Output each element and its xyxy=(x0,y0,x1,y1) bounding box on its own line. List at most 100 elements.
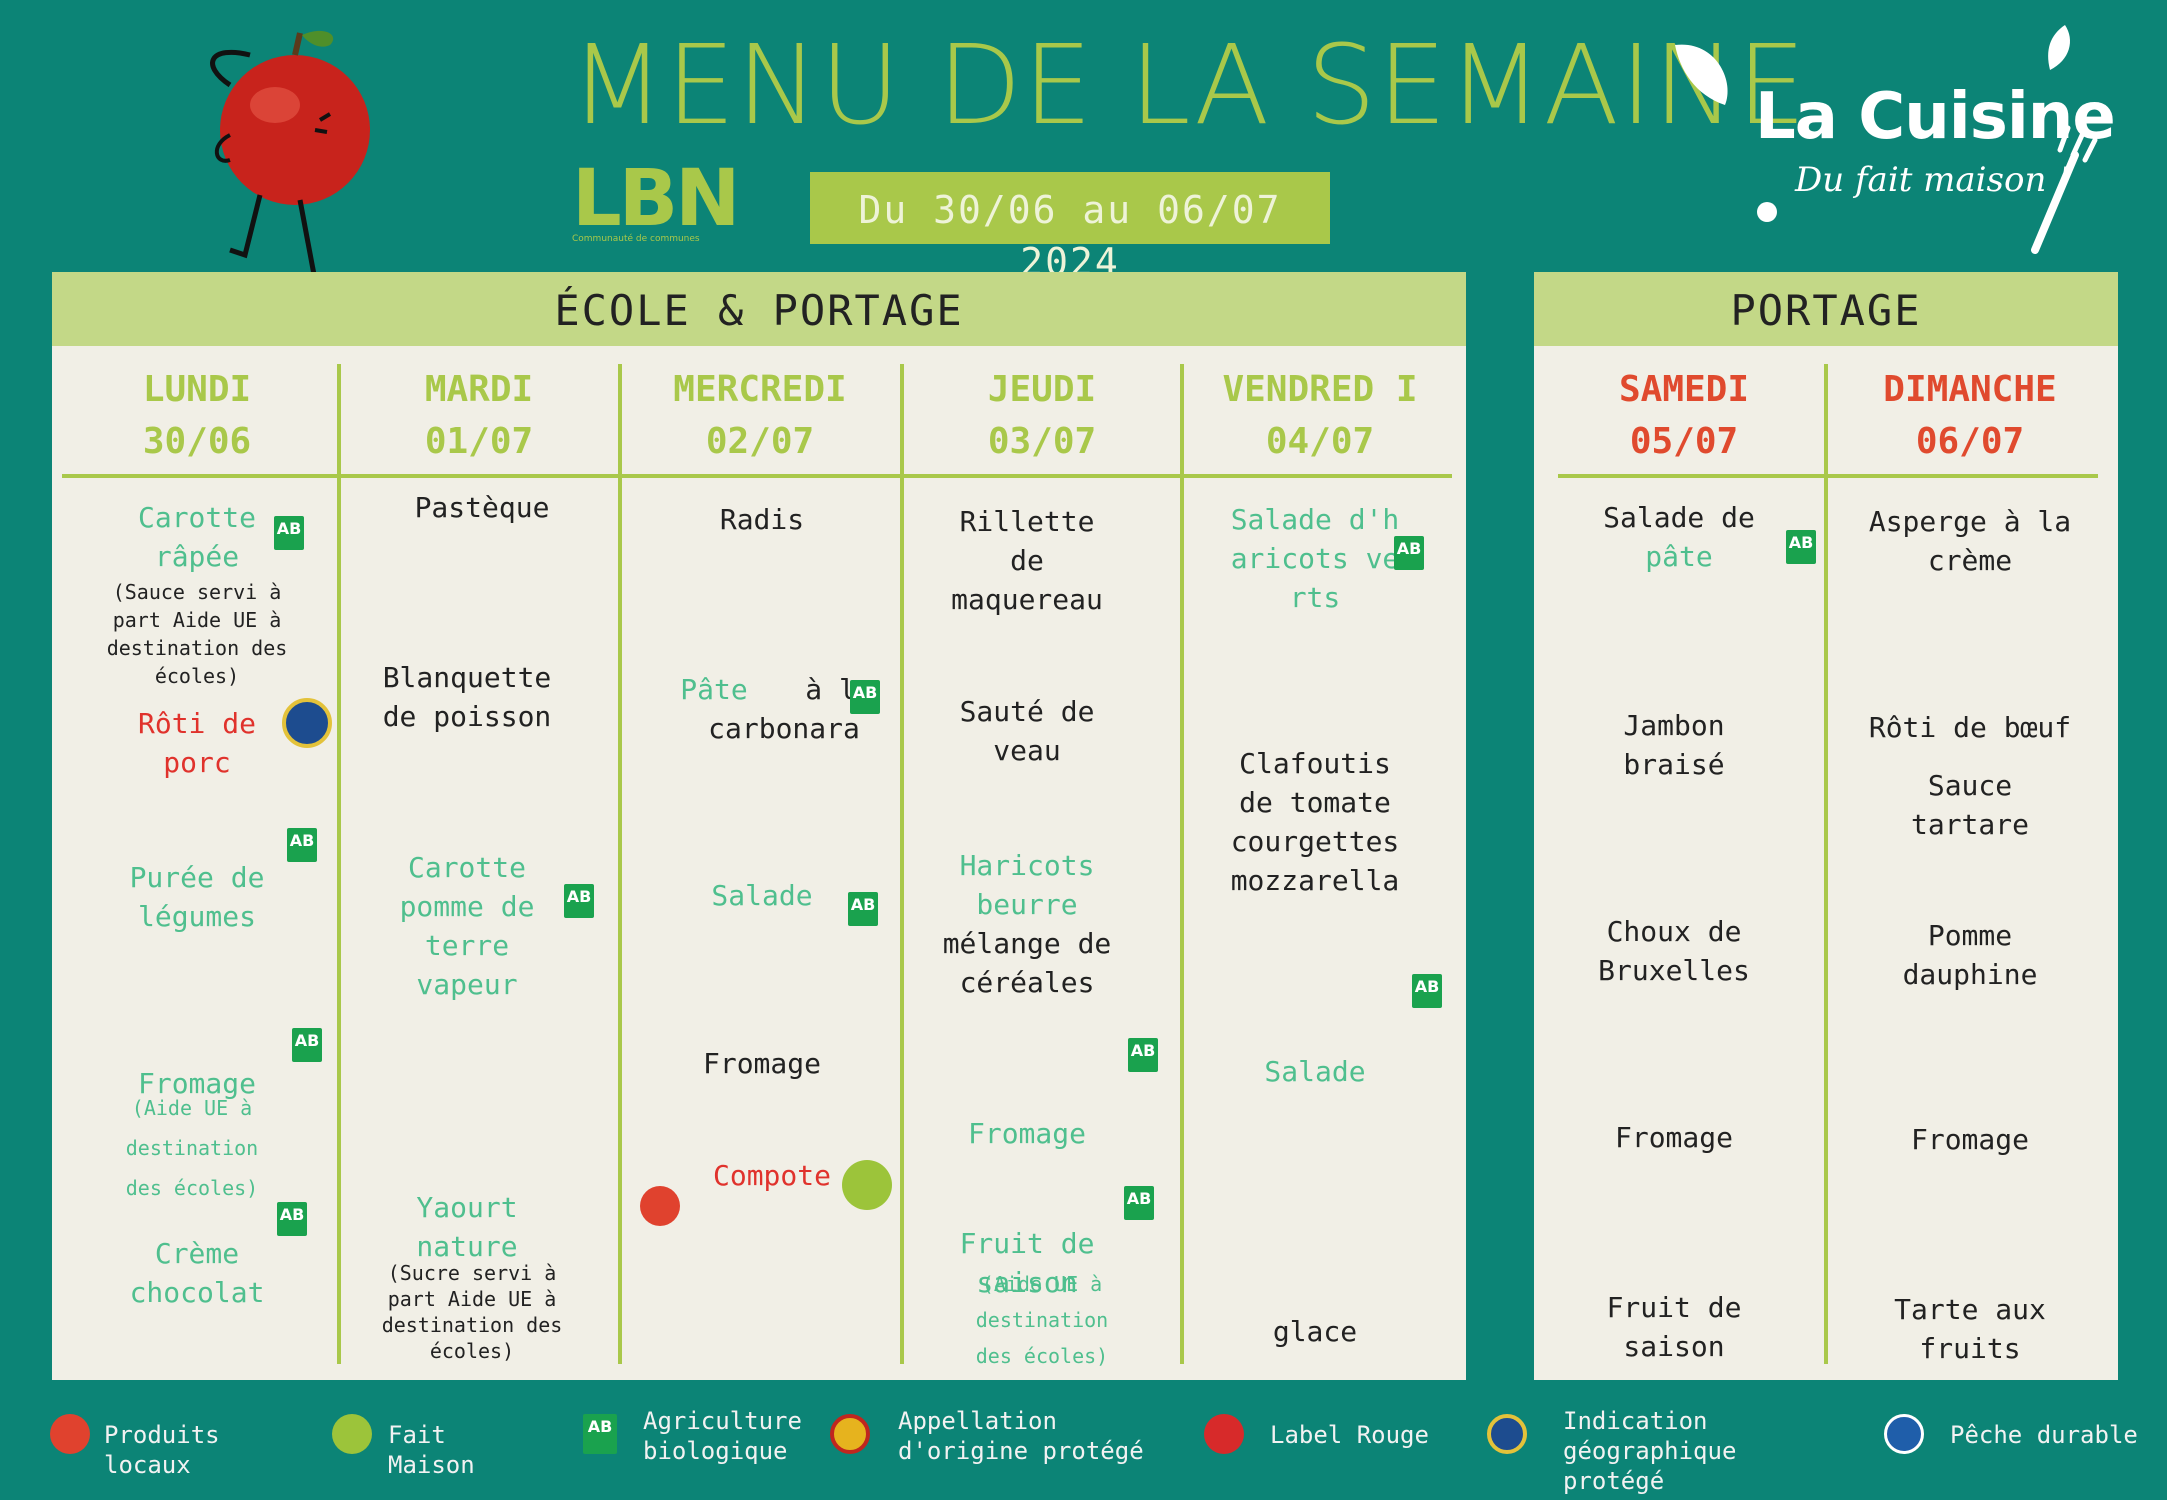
fish-seal-icon xyxy=(1884,1414,1924,1454)
legend-label: Produits locaux xyxy=(104,1421,220,1479)
header-divider xyxy=(62,474,1452,478)
ab-organic-icon: AB xyxy=(1128,1038,1158,1072)
fait-maison-icon xyxy=(842,1160,892,1210)
day-date: 06/07 xyxy=(1915,421,2025,462)
menu-item: Fromage xyxy=(1910,1123,2029,1156)
apple-mascot xyxy=(190,25,390,285)
menu-item: mélange de céréales xyxy=(942,927,1112,999)
ab-organic-icon: AB xyxy=(848,892,878,926)
menu-item: Salade de xyxy=(1603,501,1755,534)
ab-organic-icon: AB xyxy=(274,516,304,550)
la-cuisine-logo: La Cuisine Du fait maison ! xyxy=(1675,20,2125,260)
menu-item: glace xyxy=(1272,1315,1358,1348)
day-name: JEUDI xyxy=(987,369,1097,410)
day-header-jeudi: JEUDI 03/07 xyxy=(907,364,1177,468)
legend-label: Label Rouge xyxy=(1270,1421,1429,1449)
menu-item: Carotte pomme de terre vapeur xyxy=(399,851,535,1001)
menu-item: Fromage xyxy=(1614,1121,1733,1154)
menu-item: Carotte râpée xyxy=(137,501,256,573)
ab-organic-icon: AB xyxy=(277,1202,307,1236)
ab-organic-icon: AB xyxy=(1394,536,1424,570)
ab-organic-icon: AB xyxy=(850,680,880,714)
menu-item: Compote xyxy=(712,1159,831,1192)
label-rouge-icon xyxy=(1204,1414,1244,1454)
column-divider xyxy=(618,364,622,1364)
portage-panel: PORTAGE SAMEDI 05/07 DIMANCHE 06/07 Sala… xyxy=(1534,272,2118,1380)
legend-label: Agriculture biologique xyxy=(643,1407,802,1465)
portage-band-title: PORTAGE xyxy=(1730,286,1922,335)
ab-organic-icon: AB xyxy=(1786,530,1816,564)
day-date: 03/07 xyxy=(987,421,1097,462)
aop-seal-icon xyxy=(830,1414,870,1454)
legend-label: Indication géographique protégé xyxy=(1563,1407,1737,1495)
ab-organic-icon: AB xyxy=(564,884,594,918)
lbn-logo-text: LBN xyxy=(572,154,740,244)
day-date: 30/06 xyxy=(142,421,252,462)
ab-organic-icon: AB xyxy=(287,828,317,862)
day-name: MERCREDI xyxy=(673,369,847,410)
day-name: SAMEDI xyxy=(1618,369,1750,410)
la-cuisine-title: La Cuisine xyxy=(1755,80,2116,154)
date-range-box: Du 30/06 au 06/07 2024 xyxy=(810,172,1330,284)
menu-item: pâte xyxy=(1645,540,1713,573)
ab-organic-icon: AB xyxy=(292,1028,322,1062)
menu-item: Fromage xyxy=(967,1117,1086,1150)
day-header-mercredi: MERCREDI 02/07 xyxy=(625,364,895,468)
menu-item: Rillette de maquereau xyxy=(951,505,1103,616)
menu-item: Salade xyxy=(711,879,813,912)
school-panel: ÉCOLE & PORTAGE LUNDI 30/06 MARDI 01/07 … xyxy=(52,272,1466,1380)
menu-item: Blanquette de poisson xyxy=(382,661,552,733)
la-cuisine-subtitle: Du fait maison ! xyxy=(1795,160,2071,200)
page-title: MENU DE LA SEMAINE xyxy=(570,21,1808,149)
ab-organic-icon: AB xyxy=(1124,1186,1154,1220)
menu-item: Jambon braisé xyxy=(1623,709,1725,781)
leaf-icon xyxy=(332,1414,372,1454)
column-divider xyxy=(1824,364,1828,1364)
menu-item: Yaourt nature xyxy=(416,1191,518,1263)
menu-item: Crème chocolat xyxy=(129,1237,265,1309)
day-header-samedi: SAMEDI 05/07 xyxy=(1554,364,1814,468)
legend-label: Pêche durable xyxy=(1950,1421,2138,1449)
menu-item: Rôti de bœuf xyxy=(1868,711,2072,744)
menu-item: Choux de Bruxelles xyxy=(1598,915,1750,987)
legend-label: Fait Maison xyxy=(388,1421,475,1479)
menu-note: (Aide UE à destination des écoles) xyxy=(125,1096,259,1200)
igp-seal-icon xyxy=(1487,1414,1527,1454)
lbn-logo: LBN Communauté de communes xyxy=(572,154,740,244)
school-band: ÉCOLE & PORTAGE xyxy=(52,272,1466,346)
header-divider xyxy=(1558,474,2098,478)
menu-item: Pastèque xyxy=(414,491,550,524)
igp-seal-icon xyxy=(282,698,332,748)
column-divider xyxy=(1180,364,1184,1364)
menu-item: Radis xyxy=(719,503,805,536)
day-date: 04/07 xyxy=(1265,421,1375,462)
menu-note: (Sucre servi à part Aide UE à destinatio… xyxy=(381,1261,563,1363)
legend: Produits locaux Fait Maison AB Agricultu… xyxy=(0,1400,2167,1500)
menu-item: Pomme dauphine xyxy=(1902,919,2038,991)
menu-item: Purée de légumes xyxy=(129,861,265,933)
menu-item: Salade d'haricots verts xyxy=(1230,503,1400,614)
menu-item: Sauté de veau xyxy=(959,695,1095,767)
ab-organic-icon: AB xyxy=(1412,974,1442,1008)
menu-item: Salade xyxy=(1264,1055,1366,1088)
menu-item: Rôti de porc xyxy=(137,707,256,779)
day-header-dimanche: DIMANCHE 06/07 xyxy=(1830,364,2110,468)
day-date: 05/07 xyxy=(1629,421,1739,462)
menu-item: à la carbonara xyxy=(708,673,873,745)
portage-band: PORTAGE xyxy=(1534,272,2118,346)
menu-item: Sauce tartare xyxy=(1910,769,2029,841)
day-header-mardi: MARDI 01/07 xyxy=(344,364,614,468)
menu-item: Tarte aux fruits xyxy=(1894,1293,2046,1365)
menu-item: Haricots beurre xyxy=(959,849,1095,921)
ab-organic-icon: AB xyxy=(583,1414,617,1454)
column-divider xyxy=(337,364,341,1364)
menu-item: Fromage xyxy=(702,1047,821,1080)
column-divider xyxy=(900,364,904,1364)
day-header-lundi: LUNDI 30/06 xyxy=(62,364,332,468)
menu-item: Fromage xyxy=(137,1067,256,1100)
menu-item: Clafoutis de tomate courgettes mozzarell… xyxy=(1230,747,1400,897)
day-date: 02/07 xyxy=(705,421,815,462)
day-name: MARDI xyxy=(424,369,534,410)
lbn-tagline: Communauté de communes xyxy=(572,234,700,244)
day-header-vendredi: VENDRED I 04/07 xyxy=(1220,364,1420,468)
